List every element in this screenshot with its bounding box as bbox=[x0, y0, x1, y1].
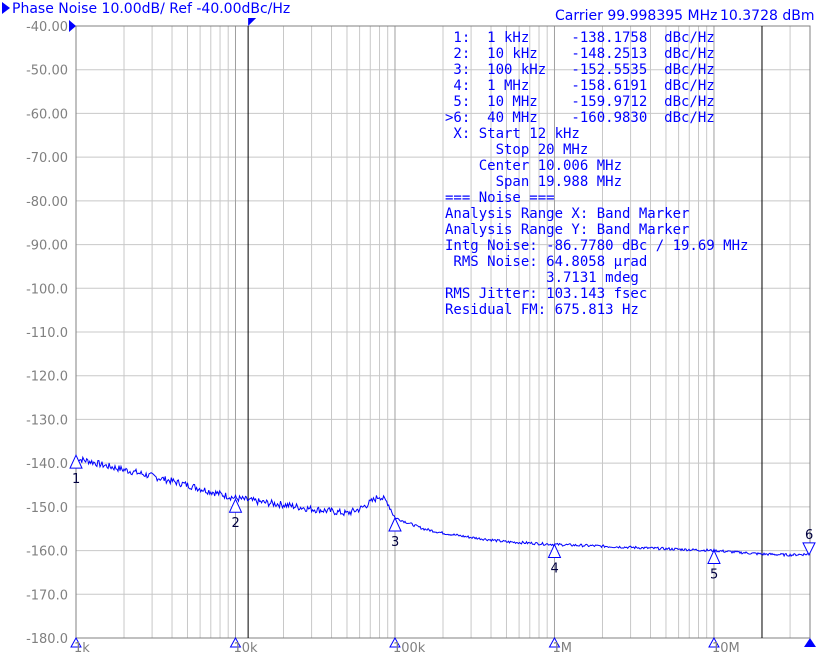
y-tick-label: -160.0 bbox=[26, 545, 68, 560]
markers: 1 2 3 4 5 6 bbox=[69, 453, 816, 648]
y-tick-label: -80.00 bbox=[26, 195, 68, 210]
axis-marker-icon bbox=[389, 636, 401, 648]
marker-readout: 1: 1 kHz -138.1758 dBc/Hz 2: 10 kHz -148… bbox=[445, 30, 748, 318]
y-tick-label: -50.00 bbox=[26, 64, 68, 79]
marker-6-icon bbox=[802, 542, 816, 556]
carrier-power: 10.3728 dBm bbox=[720, 8, 814, 24]
readout-line: Intg Noise: -86.7780 dBc / 19.69 MHz bbox=[445, 238, 748, 254]
x-tick-label: 10k bbox=[233, 641, 258, 655]
readout-line: 1: 1 kHz -138.1758 dBc/Hz bbox=[445, 30, 715, 46]
readout-line: Analysis Range X: Band Marker bbox=[445, 206, 689, 222]
readout-line: >6: 40 MHz -160.9830 dBc/Hz bbox=[445, 110, 715, 126]
readout-line: 3.7131 mdeg bbox=[445, 270, 639, 286]
marker-6-label: 6 bbox=[805, 528, 813, 543]
y-tick-label: -150.0 bbox=[26, 501, 68, 516]
ref-level-arrow-icon bbox=[69, 20, 76, 32]
marker-5-icon bbox=[707, 549, 721, 564]
readout-line: Center 10.006 MHz bbox=[445, 158, 622, 174]
marker-3-label: 3 bbox=[391, 535, 399, 550]
y-tick-label: -170.0 bbox=[26, 588, 68, 603]
x-tick-label: 10M bbox=[712, 641, 740, 655]
marker-5-label: 5 bbox=[710, 567, 718, 582]
y-tick-label: -100.0 bbox=[26, 282, 68, 297]
carrier-label: Carrier 99.998395 MHz bbox=[555, 8, 717, 24]
x-tick-label: 1k bbox=[74, 641, 90, 655]
chart-title: Phase Noise 10.00dB/ Ref -40.00dBc/Hz bbox=[12, 1, 290, 17]
channel-arrow-icon[interactable] bbox=[2, 2, 10, 14]
readout-line: RMS Noise: 64.8058 µrad bbox=[445, 254, 647, 270]
axis-marker-icon bbox=[70, 636, 82, 648]
readout-line: 3: 100 kHz -152.5535 dBc/Hz bbox=[445, 62, 715, 78]
y-tick-label: -90.00 bbox=[26, 239, 68, 254]
marker-4-label: 4 bbox=[550, 562, 558, 577]
axis-marker-icon bbox=[229, 636, 242, 648]
marker-1-label: 1 bbox=[72, 472, 80, 487]
readout-line: Analysis Range Y: Band Marker bbox=[445, 222, 689, 238]
marker-3-icon bbox=[388, 516, 402, 532]
readout-line: 2: 10 kHz -148.2513 dBc/Hz bbox=[445, 46, 715, 62]
axis-marker-icon bbox=[548, 636, 561, 648]
marker-1-icon bbox=[69, 453, 83, 469]
x-tick-label: 100k bbox=[393, 641, 426, 655]
readout-line: Residual FM: 675.813 Hz bbox=[445, 302, 639, 318]
marker-2-label: 2 bbox=[231, 516, 239, 531]
grid bbox=[75, 18, 811, 639]
y-tick-label: -180.0 bbox=[26, 632, 68, 647]
y-tick-label: -70.00 bbox=[26, 151, 68, 166]
readout-line: 4: 1 MHz -158.6191 dBc/Hz bbox=[445, 78, 715, 94]
y-tick-label: -140.0 bbox=[26, 457, 68, 472]
marker-2-icon bbox=[228, 498, 243, 513]
tick-labels: -40.00 -50.00 -60.00 -70.00 -80.00 -90.00 -100… bbox=[26, 20, 740, 655]
x-tick-label: 1M bbox=[552, 641, 572, 655]
readout-line: Span 19.988 MHz bbox=[445, 174, 622, 190]
y-tick-label: -60.00 bbox=[26, 107, 68, 122]
y-tick-label: -120.0 bbox=[26, 370, 68, 385]
y-tick-label: -40.00 bbox=[26, 20, 68, 35]
y-tick-label: -110.0 bbox=[26, 326, 68, 341]
readout-line: X: Start 12 kHz bbox=[445, 126, 580, 142]
axis-marker-icon bbox=[708, 636, 720, 648]
marker-4-icon bbox=[547, 543, 562, 559]
trace bbox=[75, 455, 811, 558]
readout-line: 5: 10 MHz -159.9712 dBc/Hz bbox=[445, 94, 715, 110]
readout-line: === Noise === bbox=[445, 190, 555, 206]
readout-line: Stop 20 MHz bbox=[445, 142, 588, 158]
trace-line bbox=[75, 455, 811, 558]
active-marker-icon bbox=[804, 638, 816, 647]
plot-frame bbox=[75, 25, 811, 639]
y-tick-label: -130.0 bbox=[26, 413, 68, 428]
readout-line: RMS Jitter: 103.143 fsec bbox=[445, 286, 647, 302]
band-flag-icon bbox=[248, 18, 257, 26]
